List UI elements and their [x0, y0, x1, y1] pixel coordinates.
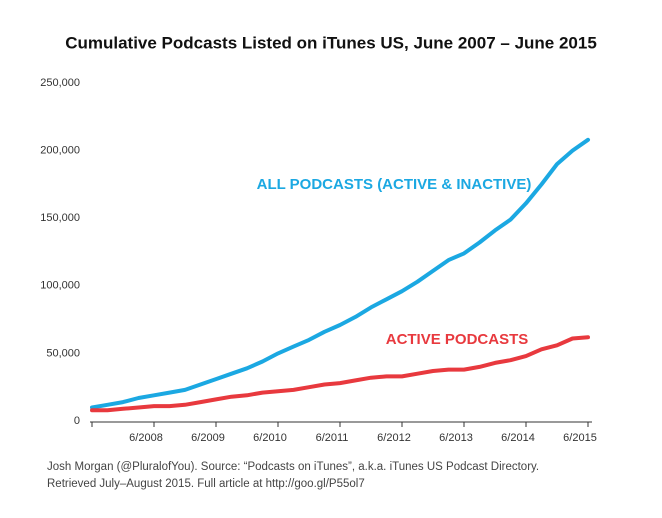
- source-note: Retrieved July–August 2015. Full article…: [47, 478, 365, 490]
- series-label: ACTIVE PODCASTS: [386, 331, 529, 348]
- series-line: [90, 137, 590, 410]
- x-tick-label: 6/2010: [253, 432, 287, 444]
- y-tick-label: 250,000: [40, 77, 80, 89]
- chart-title: Cumulative Podcasts Listed on iTunes US,…: [65, 33, 597, 52]
- x-tick-label: 6/2011: [316, 432, 349, 444]
- x-tick-label: 6/2008: [129, 432, 163, 444]
- x-tick-label: 6/2012: [377, 432, 411, 444]
- x-tick-label: 6/2014: [501, 432, 535, 444]
- x-tick-label: 6/2015: [563, 432, 597, 444]
- series-line: [90, 335, 590, 413]
- x-tick-label: 6/2013: [439, 432, 473, 444]
- y-tick-label: 150,000: [40, 212, 80, 224]
- series-label: ALL PODCASTS (ACTIVE & INACTIVE): [257, 176, 532, 193]
- y-tick-label: 0: [74, 415, 80, 427]
- y-tick-label: 100,000: [40, 280, 80, 292]
- source-note: Josh Morgan (@PluralofYou). Source: “Pod…: [47, 461, 539, 473]
- x-tick-label: 6/2009: [191, 432, 225, 444]
- y-tick-label: 200,000: [40, 145, 80, 157]
- y-tick-label: 50,000: [46, 347, 80, 359]
